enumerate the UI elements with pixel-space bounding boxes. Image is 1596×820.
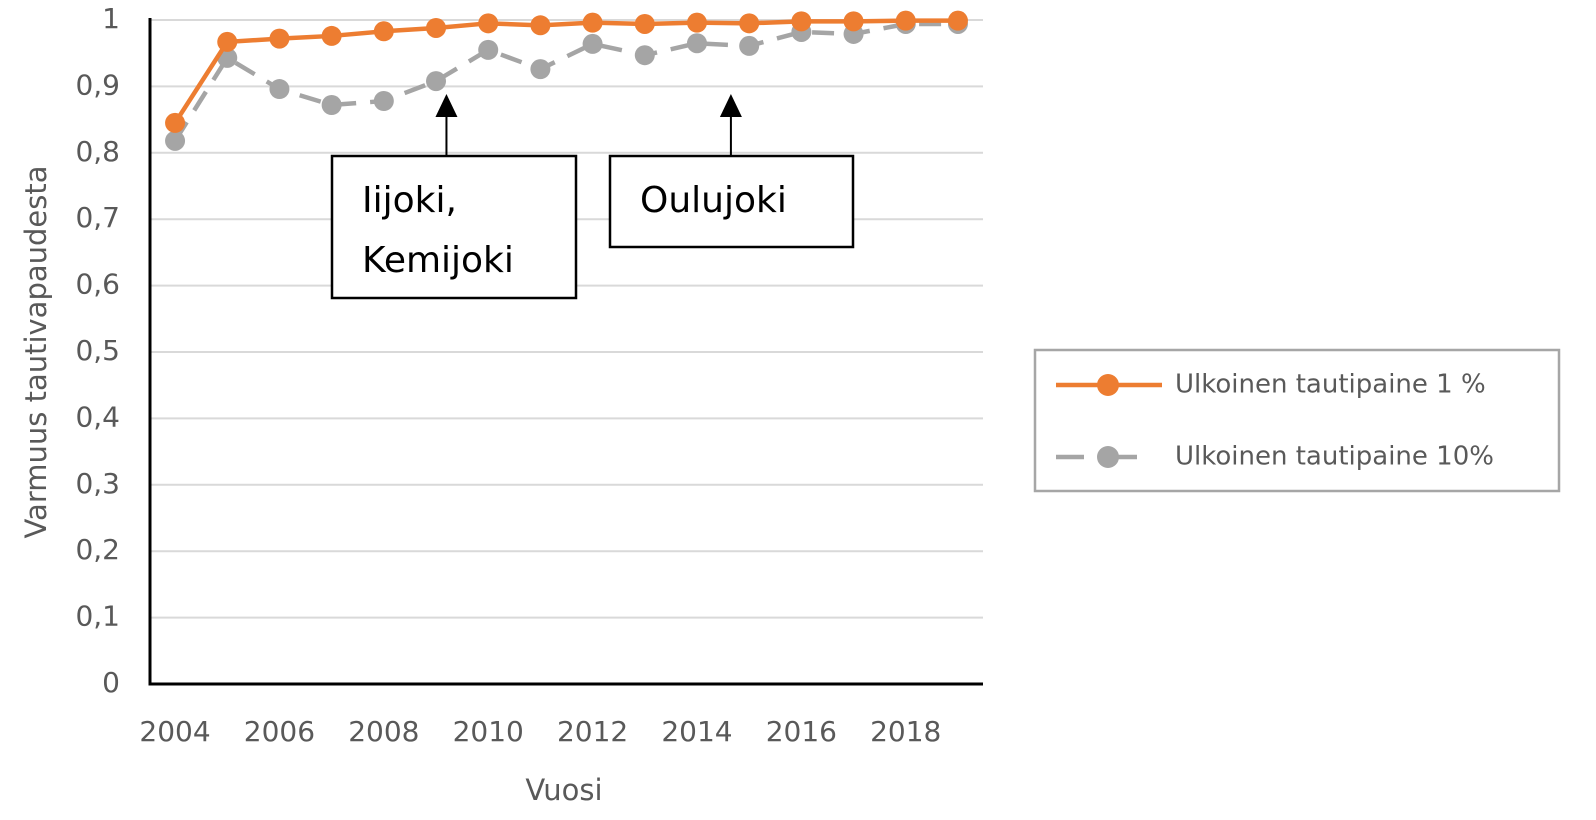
point <box>739 35 760 56</box>
point <box>478 13 499 34</box>
legend-marker <box>1097 446 1119 468</box>
annotation-box <box>330 154 578 300</box>
point <box>165 130 186 151</box>
x-tick-label: 2012 <box>557 715 628 748</box>
y-tick-label: 0,5 <box>75 334 120 367</box>
series-line <box>173 21 958 143</box>
legend-box <box>1033 348 1561 493</box>
x-tick-label: 2006 <box>244 715 315 748</box>
point <box>165 112 186 133</box>
y-tick-label: 0,7 <box>75 201 120 234</box>
point <box>739 13 760 34</box>
point <box>269 79 290 100</box>
y-tick-label: 0,9 <box>75 68 120 101</box>
point <box>634 13 655 34</box>
annotation-text: Oulujoki <box>640 180 787 221</box>
y-tick-label: 0,1 <box>75 600 120 633</box>
y-tick-label: 0,6 <box>75 268 120 301</box>
y-tick-label: 0,8 <box>75 135 120 168</box>
point <box>373 21 394 42</box>
point <box>321 94 342 115</box>
point <box>634 45 655 66</box>
y-tick-label: 0,2 <box>75 533 120 566</box>
point <box>843 11 864 32</box>
series-line <box>173 18 958 125</box>
x-tick-label: 2016 <box>766 715 837 748</box>
point <box>791 11 812 32</box>
point <box>217 31 238 52</box>
y-axis-label: Varmuus tautivapaudesta <box>19 165 53 538</box>
point <box>686 12 707 33</box>
point <box>582 33 603 54</box>
legend-label: Ulkoinen tautipaine 10% <box>1175 442 1494 472</box>
legend-label: Ulkoinen tautipaine 1 % <box>1175 370 1486 400</box>
y-tick-label: 0 <box>102 666 120 699</box>
y-tick-label: 1 <box>102 2 120 35</box>
point <box>321 25 342 46</box>
y-tick-label: 0,3 <box>75 467 120 500</box>
x-tick-label: 2010 <box>453 715 524 748</box>
point <box>582 12 603 33</box>
point <box>426 71 447 92</box>
arrow-head <box>719 94 742 117</box>
point <box>530 15 551 36</box>
y-tick-label: 0,4 <box>75 400 120 433</box>
x-tick-label: 2004 <box>139 715 210 748</box>
point <box>686 33 707 54</box>
annotation-box <box>608 154 855 249</box>
annotation-text: Iijoki, <box>362 180 457 221</box>
point <box>947 10 968 31</box>
annotation-text: Kemijoki <box>362 240 514 281</box>
legend-marker <box>1097 374 1119 396</box>
point <box>530 59 551 80</box>
x-tick-label: 2014 <box>661 715 732 748</box>
x-axis-label: Vuosi <box>525 773 602 807</box>
x-tick-label: 2008 <box>348 715 419 748</box>
point <box>373 91 394 112</box>
x-tick-label: 2018 <box>870 715 941 748</box>
point <box>478 39 499 60</box>
point <box>426 17 447 38</box>
arrow-head <box>435 94 458 117</box>
point <box>269 28 290 49</box>
point <box>895 10 916 31</box>
